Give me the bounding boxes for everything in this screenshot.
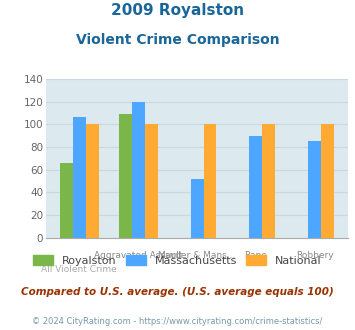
Bar	[321, 124, 334, 238]
Text: All Violent Crime: All Violent Crime	[42, 265, 117, 274]
Bar	[203, 124, 217, 238]
Bar	[60, 163, 73, 238]
Text: Murder & Mans...: Murder & Mans...	[158, 251, 236, 260]
Bar	[262, 124, 275, 238]
Text: © 2024 CityRating.com - https://www.cityrating.com/crime-statistics/: © 2024 CityRating.com - https://www.city…	[32, 317, 323, 326]
Bar	[73, 116, 86, 238]
Bar	[144, 124, 158, 238]
Text: 2009 Royalston: 2009 Royalston	[111, 3, 244, 18]
Bar	[308, 142, 321, 238]
Text: Rape: Rape	[245, 251, 267, 260]
Bar	[86, 124, 99, 238]
Bar	[119, 114, 132, 238]
Bar	[132, 102, 144, 238]
Legend: Royalston, Massachusetts, National: Royalston, Massachusetts, National	[33, 255, 322, 266]
Text: Violent Crime Comparison: Violent Crime Comparison	[76, 33, 279, 47]
Text: Robbery: Robbery	[296, 251, 334, 260]
Text: Aggravated Assault: Aggravated Assault	[94, 251, 182, 260]
Text: Compared to U.S. average. (U.S. average equals 100): Compared to U.S. average. (U.S. average …	[21, 287, 334, 297]
Bar	[250, 136, 262, 238]
Bar	[191, 179, 203, 238]
